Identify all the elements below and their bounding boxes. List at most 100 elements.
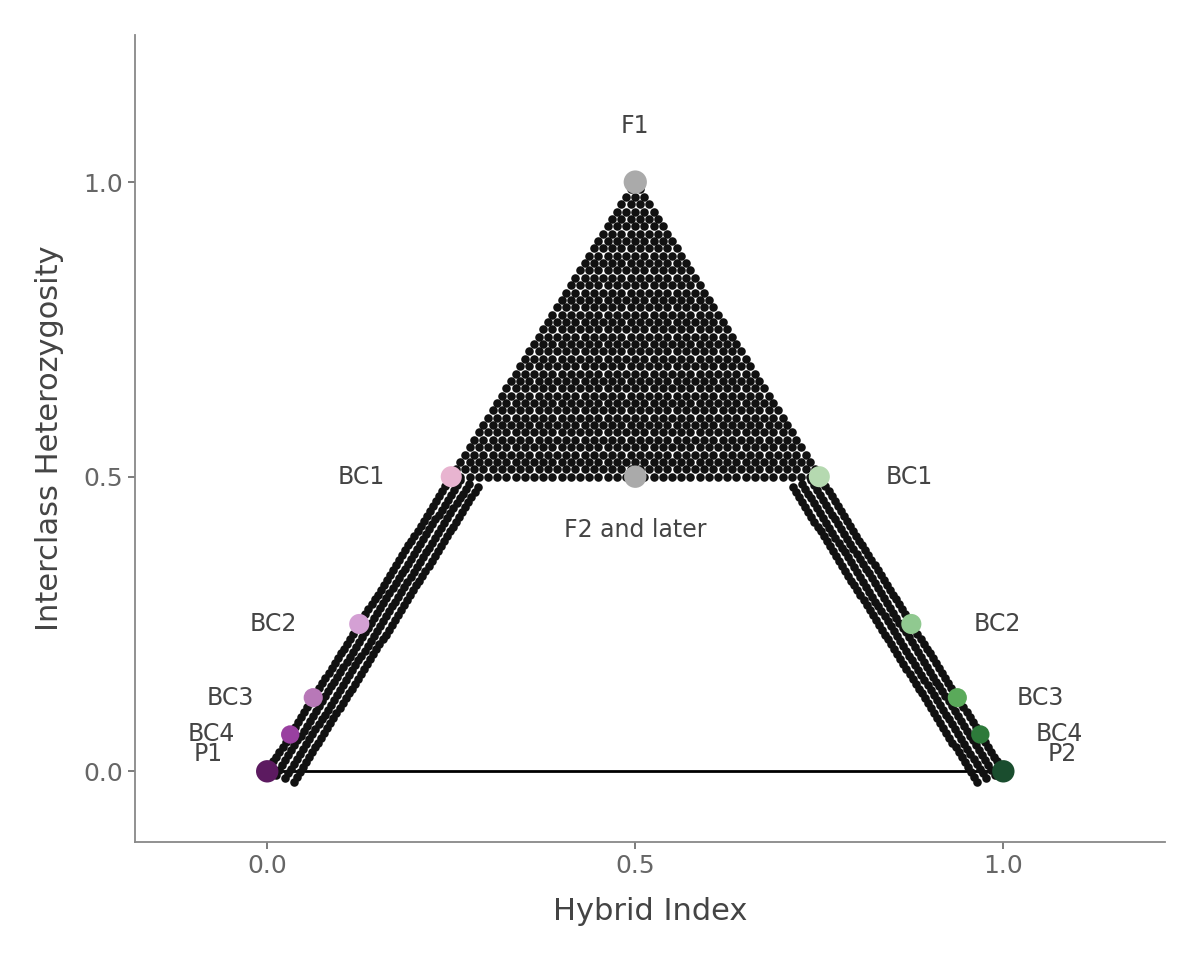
Point	[708, 351, 727, 366]
Point	[736, 439, 755, 455]
Point	[988, 753, 1007, 769]
Point	[534, 469, 553, 484]
Point	[575, 432, 594, 448]
Point	[612, 358, 631, 374]
Point	[732, 388, 751, 404]
Point	[889, 597, 908, 612]
Point	[542, 351, 562, 366]
Point	[497, 381, 516, 396]
Point	[884, 624, 904, 639]
Point	[575, 358, 594, 374]
Point	[914, 654, 934, 670]
Point	[695, 388, 714, 404]
Point	[976, 752, 995, 768]
Point	[649, 358, 668, 374]
Point	[680, 366, 700, 382]
Point	[667, 461, 686, 477]
Point	[391, 584, 410, 600]
Point	[736, 410, 755, 426]
Point	[713, 432, 732, 448]
Point	[442, 469, 461, 484]
Point	[456, 447, 475, 462]
Point	[562, 410, 581, 426]
Point	[318, 683, 337, 699]
Point	[736, 469, 755, 484]
Point	[589, 278, 608, 293]
Point	[562, 455, 581, 470]
Point	[589, 307, 608, 322]
Point	[704, 432, 724, 448]
Point	[713, 403, 732, 418]
Point	[580, 455, 599, 470]
Point	[832, 504, 851, 519]
Point	[736, 395, 755, 410]
Point	[575, 403, 594, 418]
Point	[524, 381, 544, 396]
Point	[914, 636, 934, 652]
Point	[640, 226, 659, 241]
Point	[515, 381, 534, 396]
Point	[798, 486, 817, 502]
Point	[966, 738, 985, 753]
Point	[557, 329, 576, 344]
Point	[383, 580, 402, 596]
Point	[932, 683, 952, 699]
Point	[340, 650, 359, 665]
Point	[511, 417, 530, 432]
Point	[778, 432, 797, 448]
Point	[938, 676, 958, 691]
Point	[727, 395, 746, 410]
Point	[373, 631, 392, 647]
Point	[294, 741, 313, 756]
Point	[448, 478, 467, 493]
Point	[625, 262, 644, 278]
Point	[713, 344, 732, 359]
Point	[899, 611, 918, 627]
Point	[580, 278, 599, 293]
Point	[727, 381, 746, 396]
Point	[906, 676, 925, 691]
Point	[958, 741, 977, 756]
Point	[667, 300, 686, 315]
Point	[392, 566, 412, 581]
Point	[970, 725, 989, 740]
Point	[700, 439, 719, 455]
Point	[971, 727, 990, 742]
Point	[570, 395, 589, 410]
Point	[460, 439, 479, 455]
Point	[300, 713, 319, 728]
Point	[718, 425, 737, 440]
Point	[566, 344, 586, 359]
Point	[520, 447, 539, 462]
Point	[700, 322, 719, 337]
Point	[635, 204, 654, 219]
Point	[313, 676, 332, 691]
Point	[708, 455, 727, 470]
Point	[622, 373, 641, 388]
Point	[700, 307, 719, 322]
Point	[965, 769, 984, 784]
Point	[330, 682, 349, 698]
Point	[653, 292, 672, 308]
Point	[326, 705, 346, 721]
Point	[367, 624, 386, 639]
Point	[796, 499, 815, 514]
Point	[409, 573, 428, 588]
Point	[625, 395, 644, 410]
Point	[828, 499, 847, 514]
Text: BC4: BC4	[187, 723, 235, 747]
Point	[662, 336, 682, 352]
Point	[644, 292, 664, 308]
Point	[395, 579, 414, 595]
Point	[382, 617, 401, 632]
Point	[635, 262, 654, 278]
Point	[736, 366, 755, 382]
Point	[575, 329, 594, 344]
Point	[602, 300, 622, 315]
Point	[838, 531, 857, 547]
Point	[745, 439, 764, 455]
Point	[334, 678, 353, 693]
Point	[667, 240, 686, 256]
Point	[304, 690, 323, 705]
Point	[529, 403, 548, 418]
